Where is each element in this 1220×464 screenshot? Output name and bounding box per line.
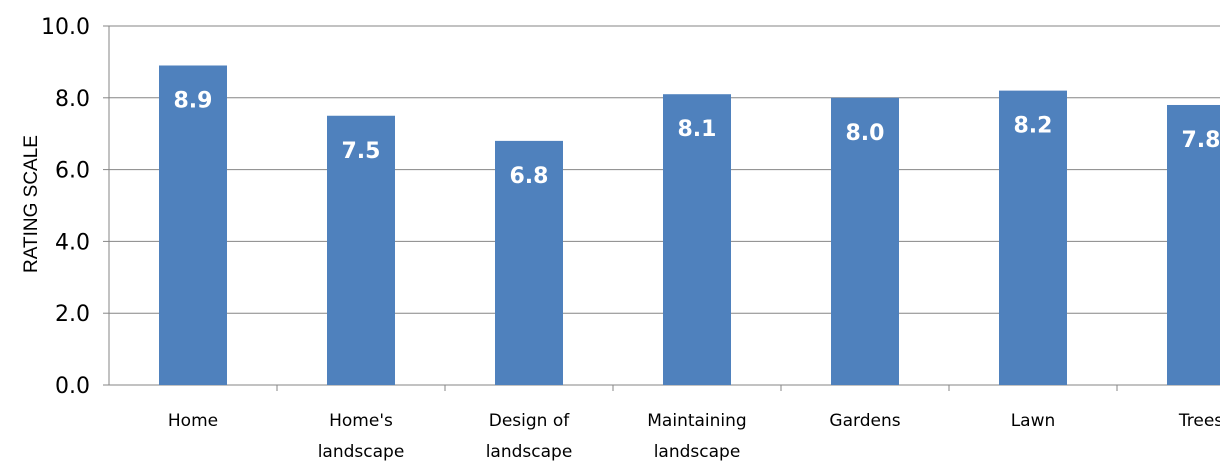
x-tick-label: landscape xyxy=(318,442,405,462)
y-tick-label: 4.0 xyxy=(55,230,90,255)
x-tick-label: Gardens xyxy=(829,411,900,431)
y-tick-label: 6.0 xyxy=(55,159,90,184)
x-tick-label: Design of xyxy=(489,411,570,431)
data-label: 8.9 xyxy=(174,88,213,113)
x-tick-label: landscape xyxy=(486,442,573,462)
y-tick-label: 8.0 xyxy=(55,87,90,112)
data-label: 7.8 xyxy=(1182,128,1220,153)
x-tick-label: Lawn xyxy=(1011,411,1056,431)
y-tick-label: 2.0 xyxy=(55,302,90,327)
x-tick-label: Home's xyxy=(329,411,393,431)
x-tick-label: landscape xyxy=(654,442,741,462)
y-tick-label: 0.0 xyxy=(55,374,90,399)
data-label: 8.1 xyxy=(678,117,717,142)
data-label: 8.0 xyxy=(846,121,885,146)
data-label: 7.5 xyxy=(342,139,381,164)
data-label: 8.2 xyxy=(1014,114,1053,139)
data-label: 6.8 xyxy=(510,164,549,189)
x-tick-label: Home xyxy=(168,411,218,431)
y-axis-title: RATING SCALE xyxy=(21,135,42,273)
y-tick-label: 10.0 xyxy=(41,15,90,40)
x-tick-label: Trees xyxy=(1178,411,1220,431)
x-tick-label: Maintaining xyxy=(647,411,746,431)
bars xyxy=(159,65,1220,385)
